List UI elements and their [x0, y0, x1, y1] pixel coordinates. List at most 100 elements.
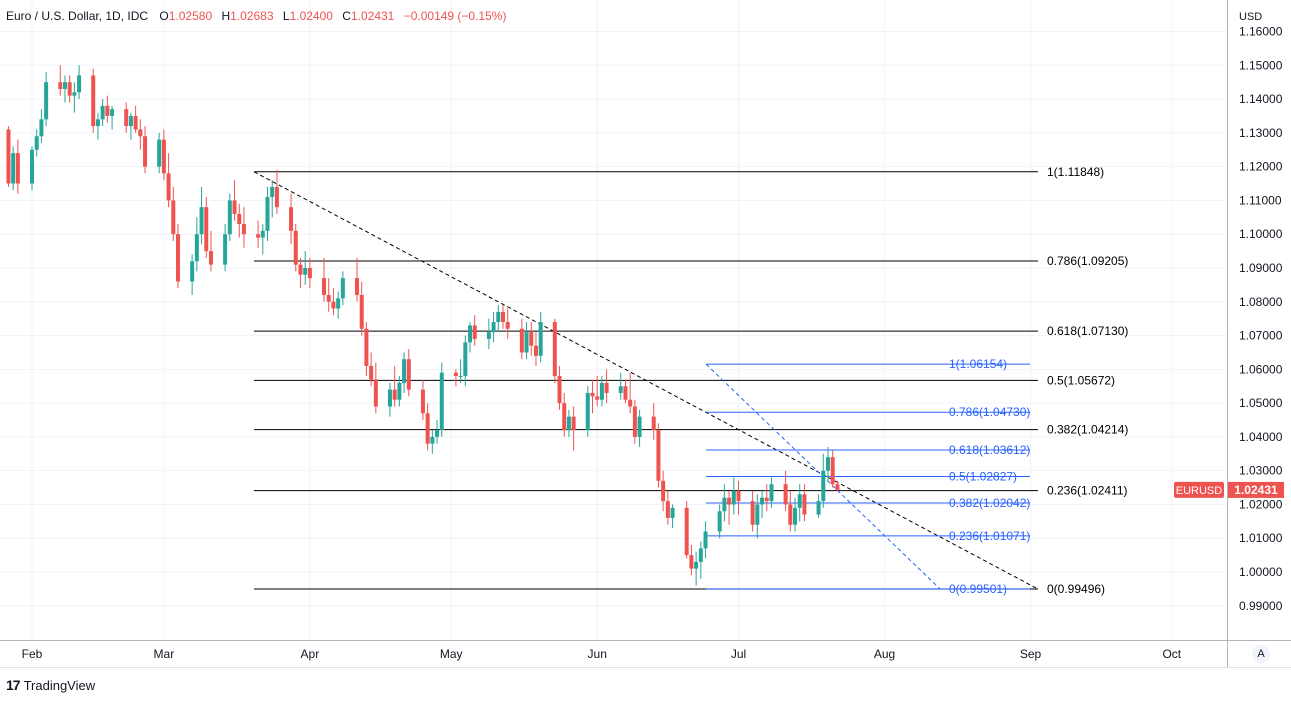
candle-body: [750, 501, 755, 525]
fib-short-level-label: 0.382(1.02042): [949, 496, 1030, 510]
candle-body: [62, 82, 67, 89]
candle-body: [199, 207, 204, 235]
close-value: 1.02431: [350, 9, 395, 23]
candle-body: [595, 396, 600, 400]
fib-short-level-label: 0(0.99501): [949, 582, 1007, 596]
auto-scale-button[interactable]: A: [1252, 645, 1270, 663]
candle-body: [430, 436, 435, 444]
candle-body: [171, 200, 176, 235]
axis-currency-label: USD: [1239, 11, 1262, 23]
symbol-title[interactable]: Euro / U.S. Dollar, 1D, IDC: [6, 9, 149, 23]
y-tick-label: 1.15000: [1239, 58, 1283, 72]
candle-body: [435, 430, 440, 437]
candle-body: [670, 507, 675, 518]
candle-body: [571, 416, 576, 431]
candle-body: [665, 501, 670, 518]
fib-short-level-label: 1(1.06154): [949, 357, 1007, 371]
y-tick-label: 1.08000: [1239, 295, 1283, 309]
y-tick-label: 1.12000: [1239, 160, 1283, 174]
candle-body: [468, 325, 473, 343]
candle-body: [39, 119, 44, 137]
fib-long-level-label: 0.618(1.07130): [1047, 324, 1128, 338]
candle-body: [453, 372, 458, 377]
candle-body: [204, 207, 209, 252]
fib-long-level-label: 0.5(1.05672): [1047, 373, 1115, 387]
candle-body: [463, 342, 468, 377]
x-tick-label: Jul: [731, 647, 746, 661]
candle-body: [124, 109, 129, 127]
candle-body: [501, 311, 505, 323]
candle-body: [628, 399, 633, 407]
candle-body: [270, 186, 275, 198]
symbol-legend: Euro / U.S. Dollar, 1D, IDC O1.02580 H1.…: [6, 9, 512, 23]
candle-body: [816, 501, 821, 515]
candle-body: [369, 365, 374, 380]
candle-body: [30, 149, 34, 184]
candle-body: [105, 105, 110, 116]
tradingview-brand[interactable]: 17 TradingView: [6, 677, 95, 693]
candle-body: [651, 416, 656, 431]
candle-body: [194, 234, 199, 262]
candle-body: [623, 386, 628, 400]
candle-body: [585, 392, 590, 431]
price-tag-symbol-bg: [1174, 481, 1224, 498]
candle-body: [143, 136, 148, 167]
candle-body: [95, 119, 100, 127]
candle-body: [727, 497, 732, 505]
candle-body: [227, 200, 232, 235]
candle-body: [458, 376, 463, 378]
y-tick-label: 1.09000: [1239, 261, 1283, 275]
candle-body: [760, 497, 765, 505]
candle-body: [15, 153, 20, 184]
fib-long-level-label: 0.382(1.04214): [1047, 423, 1128, 437]
candle-body: [656, 430, 661, 481]
x-tick-label: Oct: [1162, 647, 1181, 661]
y-tick-label: 1.11000: [1239, 193, 1282, 207]
candle-body: [439, 372, 444, 431]
candle-body: [128, 115, 133, 127]
candle-body: [67, 82, 72, 96]
candle-body: [496, 311, 501, 323]
candle-body: [72, 92, 77, 96]
x-tick-label: Sep: [1020, 647, 1042, 661]
candle-body: [397, 382, 402, 400]
candle-body: [425, 413, 430, 444]
candle-body: [491, 322, 496, 333]
candle-body: [736, 490, 741, 502]
fib-long-level-label: 1(1.11848): [1047, 165, 1104, 179]
candle-body: [157, 139, 162, 167]
open-value: 1.02580: [168, 9, 213, 23]
y-tick-label: 1.06000: [1239, 362, 1283, 376]
candle-body: [486, 332, 491, 339]
candle-body: [274, 186, 279, 208]
candle-body: [698, 548, 703, 562]
candle-body: [176, 234, 181, 282]
brand-name: TradingView: [23, 677, 96, 693]
candle-body: [562, 403, 567, 431]
candle-body: [11, 153, 16, 184]
low-value: 1.02400: [289, 9, 333, 23]
candle-body: [684, 507, 689, 556]
candle-body: [529, 332, 534, 346]
close-label: C: [342, 9, 351, 23]
y-tick-label: 1.13000: [1239, 126, 1283, 140]
x-tick-label: May: [440, 647, 463, 661]
candle-body: [566, 416, 571, 431]
x-tick-label: Jun: [588, 647, 607, 661]
candle-body: [326, 295, 331, 302]
candle-body: [797, 494, 802, 508]
candle-body: [821, 470, 826, 502]
fib-short-level-label: 0.618(1.03612): [949, 443, 1030, 457]
y-tick-label: 0.99000: [1239, 599, 1283, 613]
tradingview-logo-icon: 17: [6, 677, 21, 693]
candle-body: [237, 213, 242, 225]
high-value: 1.02683: [230, 9, 274, 23]
fib-long-level-label: 0.236(1.02411): [1047, 484, 1128, 498]
price-tag-bg: [1228, 481, 1284, 498]
candle-body: [208, 251, 213, 265]
candle-body: [298, 264, 303, 275]
fib-long-level-label: 0.786(1.09205): [1047, 254, 1128, 268]
y-tick-label: 1.03000: [1239, 464, 1283, 478]
